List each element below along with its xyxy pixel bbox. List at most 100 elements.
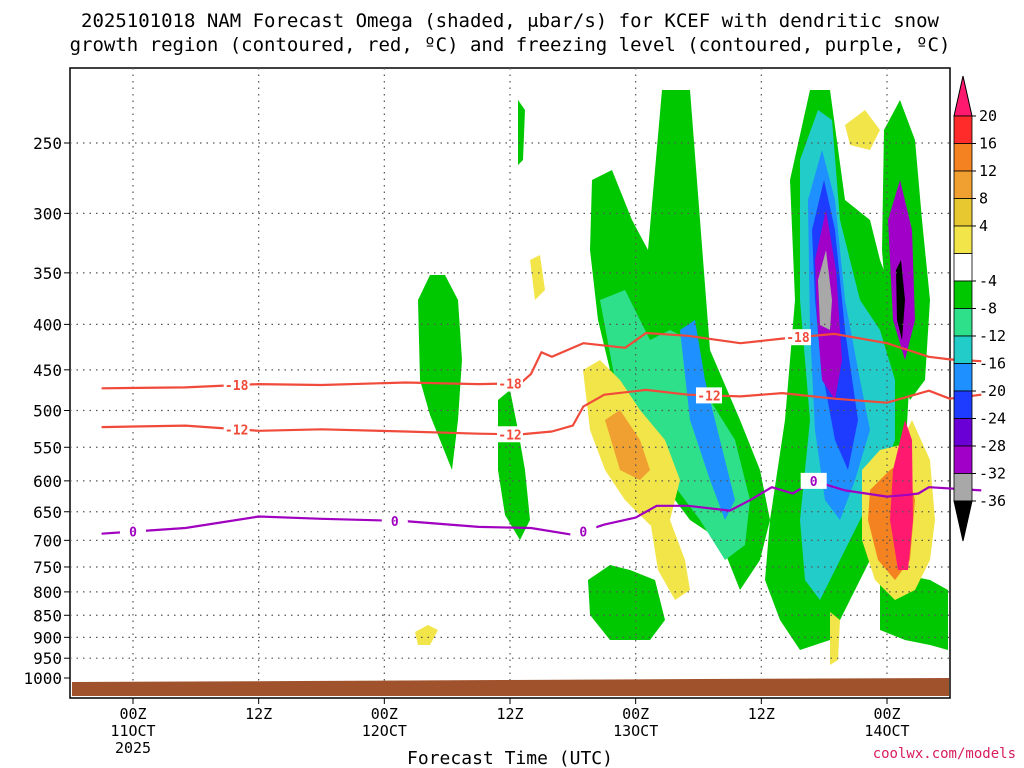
- contour-label: -18: [225, 379, 249, 394]
- y-tick-label: 700: [33, 531, 62, 550]
- contour-line: [101, 479, 982, 536]
- colorbar-cap-bottom: [953, 500, 973, 542]
- omega-cell-yellow-2: [650, 520, 690, 600]
- omega-cell-teal-1: [600, 290, 750, 560]
- x-tick-label: 12Z: [748, 705, 775, 723]
- x-tick-label: 14OCT: [864, 722, 909, 740]
- omega-cell-yellow-6: [415, 625, 438, 645]
- x-tick-label: 00Z: [371, 705, 398, 723]
- x-tick-label: 11OCT: [110, 722, 155, 740]
- contour-label: 0: [579, 525, 587, 540]
- omega-cell-green-8: [518, 100, 525, 165]
- colorbar-segment: [953, 280, 973, 309]
- colorbar-segment: [953, 390, 973, 419]
- colorbar-label: -32: [979, 465, 1006, 483]
- contour-label-bg: [223, 421, 250, 438]
- omega-cell-green-5: [588, 565, 665, 640]
- x-tick-label: 13OCT: [613, 722, 658, 740]
- y-tick-label: 600: [33, 472, 62, 491]
- contour-label: -18: [498, 378, 522, 393]
- contour-label-bg: [570, 523, 597, 540]
- colorbar: 20 16 12 8 4 -4 -8 -12 -16 -20 -24 -28 -32 -36: [953, 75, 1006, 542]
- colorbar-label: -8: [979, 300, 997, 318]
- contour-label: -18: [786, 331, 810, 346]
- omega-cell-yellow-4: [845, 110, 880, 150]
- contour-label-bg: [223, 377, 250, 394]
- colorbar-segment: [953, 225, 973, 254]
- contour-label: -12: [498, 428, 521, 443]
- y-tick-label: 950: [33, 649, 62, 668]
- colorbar-label: 16: [979, 135, 997, 153]
- omega-cell-gray-1: [818, 250, 832, 330]
- colorbar-segment: [953, 308, 973, 337]
- colorbar-label: -16: [979, 355, 1006, 373]
- x-tick-label: 12Z: [496, 705, 523, 723]
- omega-cell-yellow-7: [830, 612, 840, 665]
- colorbar-cap-top: [953, 75, 973, 117]
- omega-cell-yellow-3: [530, 255, 545, 300]
- x-tick-label: 00Z: [622, 705, 649, 723]
- y-tick-label: 450: [33, 361, 62, 380]
- colorbar-segment: [953, 253, 973, 282]
- colorbar-segment: [953, 115, 973, 144]
- contour-label: -12: [225, 423, 248, 438]
- colorbar-label: 8: [979, 190, 988, 208]
- contour-label-bg: [800, 472, 827, 489]
- x-tick-label: 2025: [115, 739, 151, 757]
- contour-label-bg: [120, 523, 146, 540]
- contour-label: 0: [391, 515, 399, 530]
- y-tick-label: 800: [33, 583, 62, 602]
- omega-cell-orange-1: [605, 410, 650, 480]
- contour-label: -12: [697, 389, 720, 404]
- y-axis-ticks: 250 300 350 400 450 500 550 600 650 700 750 800 850 9…: [23, 134, 70, 688]
- contour-label: 0: [129, 526, 137, 541]
- y-tick-label: 550: [33, 438, 62, 457]
- credit-text: coolwx.com/models: [873, 746, 1016, 762]
- colorbar-segment: [953, 445, 973, 474]
- x-tick-label: 00Z: [873, 705, 900, 723]
- colorbar-label: 4: [979, 217, 988, 235]
- y-tick-label: 1000: [23, 669, 62, 688]
- x-axis-label: Forecast Time (UTC): [407, 748, 613, 768]
- colorbar-label: -4: [979, 272, 997, 290]
- contour-line: [101, 331, 982, 390]
- contour-label-bg: [381, 512, 408, 529]
- colorbar-segment: [953, 143, 973, 172]
- colorbar-label: -20: [979, 382, 1006, 400]
- colorbar-segment: [953, 198, 973, 227]
- omega-cell-blue-2: [680, 320, 735, 520]
- colorbar-segment: [953, 170, 973, 199]
- grid-lines: [70, 68, 950, 698]
- y-tick-label: 500: [33, 402, 62, 421]
- x-tick-label: 00Z: [119, 705, 146, 723]
- colorbar-label: 12: [979, 162, 997, 180]
- colorbar-segment: [953, 335, 973, 364]
- temperature-contours: -18 -18 -18 -12 -12 -12 0 0 0 0: [101, 329, 982, 541]
- colorbar-label: -28: [979, 437, 1006, 455]
- contour-label: 0: [810, 475, 818, 490]
- contour-label-bg: [784, 329, 811, 346]
- omega-cell-green-1: [418, 275, 462, 470]
- y-tick-label: 650: [33, 503, 62, 522]
- terrain-strip: [72, 678, 949, 696]
- contour-label-bg: [497, 375, 523, 392]
- colorbar-label: -36: [979, 492, 1006, 510]
- colorbar-label: -24: [979, 410, 1006, 428]
- contour-label-bg: [695, 387, 722, 404]
- colorbar-segment: [953, 418, 973, 447]
- y-tick-label: 850: [33, 606, 62, 625]
- y-tick-label: 250: [33, 134, 62, 153]
- y-tick-label: 300: [33, 204, 62, 223]
- omega-cell-black-1: [896, 260, 905, 340]
- contour-label-bg: [497, 426, 523, 443]
- y-tick-label: 900: [33, 628, 62, 647]
- y-tick-label: 400: [33, 315, 62, 334]
- chart-title-line1: 2025101018 NAM Forecast Omega (shaded, μ…: [81, 10, 939, 32]
- colorbar-label: -12: [979, 327, 1006, 345]
- colorbar-segment: [953, 363, 973, 392]
- y-tick-label: 750: [33, 558, 62, 577]
- contour-line: [101, 388, 982, 436]
- x-tick-label: 12Z: [245, 705, 272, 723]
